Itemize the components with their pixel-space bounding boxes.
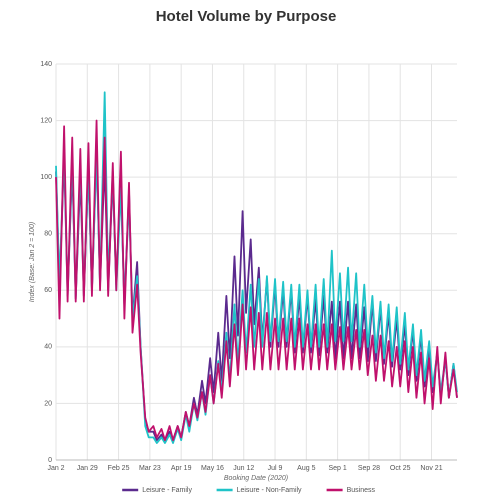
y-tick-label: 20 [44, 400, 52, 407]
x-tick-label: Sep 1 [328, 465, 346, 472]
x-tick-label: May 16 [201, 465, 224, 472]
x-tick-label: Jan 29 [77, 465, 98, 472]
y-axis-title: Index (Base: Jan 2 = 100) [29, 222, 36, 302]
x-tick-label: Aug 5 [297, 465, 315, 472]
x-tick-label: Sep 28 [358, 465, 380, 472]
x-tick-label: Jul 9 [268, 465, 283, 472]
x-axis-title: Booking Date (2020) [224, 475, 288, 482]
x-tick-label: Apr 19 [171, 465, 192, 472]
legend-label: Leisure - Non-Family [237, 487, 302, 494]
chart-title: Hotel Volume by Purpose [156, 8, 337, 25]
series-line [55, 147, 458, 442]
y-tick-label: 120 [40, 117, 52, 124]
x-tick-label: Feb 25 [108, 465, 130, 472]
y-tick-label: 140 [40, 61, 52, 68]
y-tick-label: 80 [44, 231, 52, 238]
series-line [55, 119, 458, 442]
y-tick-label: 40 [44, 344, 52, 351]
y-tick-label: 60 [44, 287, 52, 294]
x-tick-label: Jan 2 [47, 465, 64, 472]
legend-label: Leisure - Family [142, 487, 192, 494]
y-tick-label: 100 [40, 174, 52, 181]
x-tick-label: Oct 25 [390, 465, 411, 472]
legend-label: Business [347, 487, 376, 494]
x-tick-label: Jun 12 [233, 465, 254, 472]
x-tick-label: Mar 23 [139, 465, 161, 472]
y-tick-label: 0 [48, 457, 52, 464]
x-tick-label: Nov 21 [420, 465, 442, 472]
